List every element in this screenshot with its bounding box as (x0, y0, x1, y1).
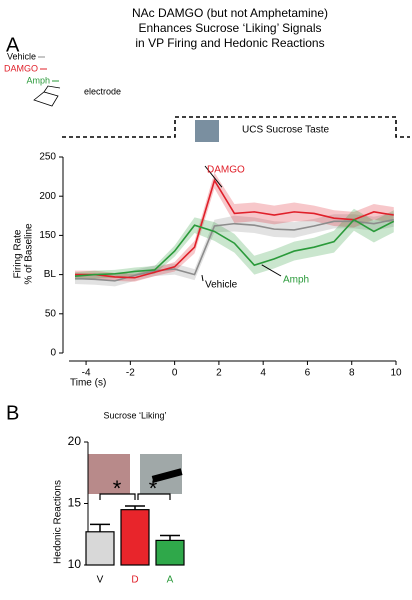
annotation-label: Vehicle (205, 280, 238, 291)
panel-letter: B (6, 402, 19, 424)
y-axis-label: Firing Rate (13, 229, 24, 278)
x-tick-label: 2 (216, 368, 222, 379)
y-tick-label: 15 (68, 496, 82, 510)
bar (155, 539, 185, 566)
significance-star: * (149, 476, 158, 501)
y-tick-label: 200 (39, 191, 56, 202)
x-tick-label: -4 (82, 368, 91, 379)
x-tick-label: 10 (390, 368, 402, 379)
legend-label: Vehicle (7, 51, 36, 61)
x-tick-label: 6 (305, 368, 311, 379)
title-line: Enhances Sucrose ‘Liking’ Signals (139, 21, 322, 35)
face-photo (195, 120, 219, 142)
y-tick-label: 20 (68, 434, 82, 448)
x-tick-label: A (167, 575, 174, 586)
x-axis-label: Time (s) (70, 378, 106, 389)
x-tick-label: 4 (260, 368, 266, 379)
annotation-label: Amph (283, 275, 309, 286)
panel-letter: A (6, 34, 20, 56)
y-tick-label: 250 (39, 152, 56, 163)
electrode-label: electrode (84, 86, 121, 96)
annotation-arrow (261, 264, 282, 277)
y-tick-label: 0 (50, 348, 56, 359)
x-tick-label: V (97, 575, 104, 586)
title-line: NAc DAMGO (but not Amphetamine) (132, 6, 328, 20)
chart-title: Sucrose ‘Liking’ (103, 410, 166, 420)
legend-label: DAMGO (4, 63, 38, 73)
y-axis-label: Hedonic Reactions (53, 480, 64, 564)
y-tick-label: 10 (68, 557, 82, 571)
x-tick-label: 8 (349, 368, 355, 379)
legend-label: Amph (26, 75, 50, 85)
series-line (74, 218, 395, 277)
stimulus-label: UCS Sucrose Taste (242, 125, 330, 136)
error-band (75, 212, 394, 287)
rat-icon (33, 85, 61, 107)
annotation-label: DAMGO (207, 165, 245, 176)
stimulus-trace (62, 116, 410, 138)
face-photo (88, 454, 130, 494)
x-tick-label: D (131, 575, 138, 586)
y-axis-label: % of Baseline (24, 223, 35, 285)
significance-star: * (113, 476, 122, 501)
y-tick-label: 50 (45, 308, 57, 319)
title-line: in VP Firing and Hedonic Reactions (135, 36, 324, 50)
x-tick-label: -2 (126, 368, 135, 379)
x-tick-label: 0 (172, 368, 178, 379)
face-bar (151, 468, 183, 483)
significance-bracket (99, 493, 171, 500)
annotation-arrow (204, 165, 223, 188)
bar (85, 531, 115, 566)
y-tick-label: BL (44, 269, 57, 280)
annotation-arrow (201, 274, 204, 282)
bar (120, 509, 150, 566)
y-tick-label: 150 (39, 230, 56, 241)
series-line (75, 178, 394, 279)
